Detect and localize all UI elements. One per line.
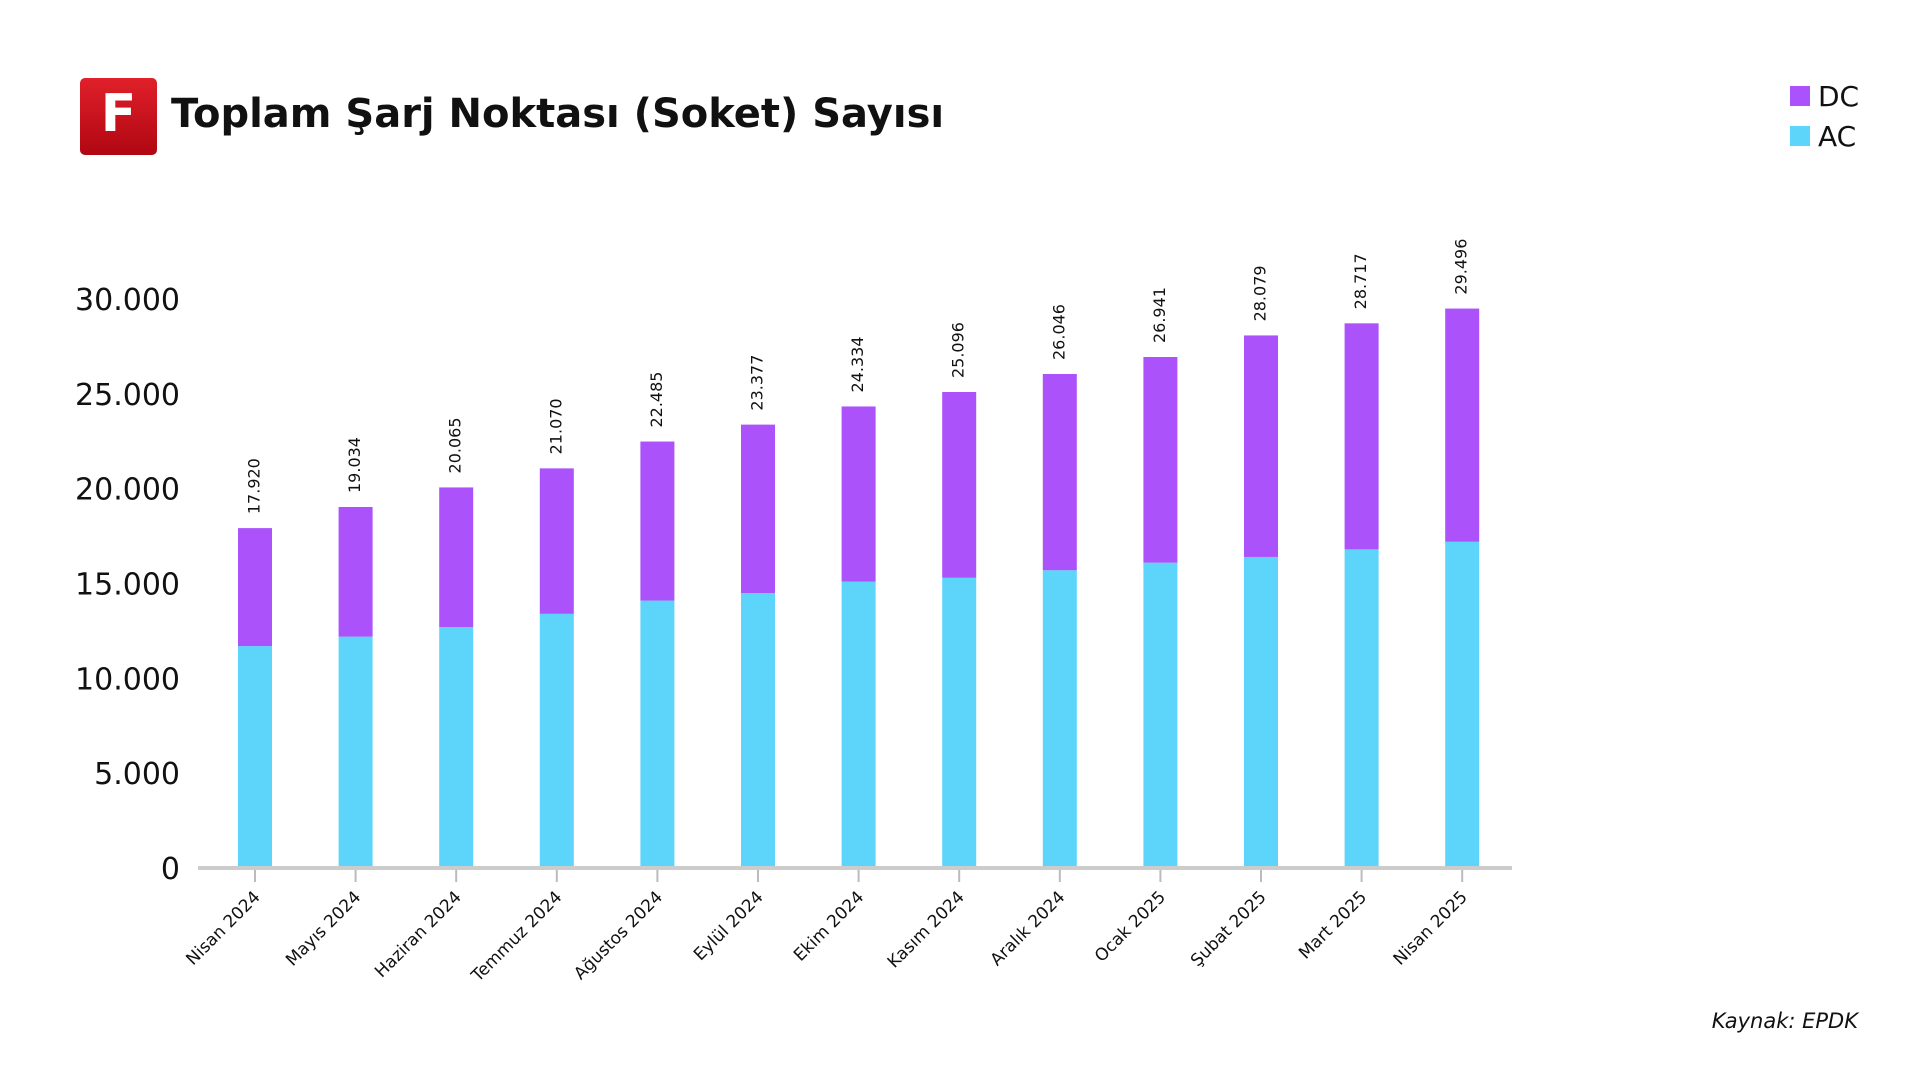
bar-segment <box>741 424 775 593</box>
total-label: 28.079 <box>1251 265 1270 321</box>
x-tick-label: Ekim 2024 <box>790 887 868 965</box>
bar-segment <box>1042 373 1077 571</box>
y-tick-label: 0 <box>161 852 180 887</box>
x-tick-label: Nisan 2024 <box>182 887 264 969</box>
bar-segment <box>439 487 474 628</box>
total-label: 23.377 <box>748 355 767 411</box>
bar-segment <box>338 636 373 868</box>
logo-letter: F <box>101 84 137 144</box>
x-tick-label: Ağustos 2024 <box>570 887 667 984</box>
logo-box <box>80 78 157 155</box>
total-label: 26.046 <box>1049 304 1068 360</box>
y-tick-label: 15.000 <box>75 568 180 603</box>
bar-segment <box>841 581 876 868</box>
total-label: 28.717 <box>1351 253 1370 309</box>
total-label: 26.941 <box>1150 287 1169 343</box>
bar-segment <box>1042 570 1077 868</box>
y-tick-label: 30.000 <box>75 283 180 318</box>
y-tick-label: 10.000 <box>75 662 180 697</box>
bar-segment <box>841 406 876 582</box>
bar-segment <box>238 646 272 868</box>
legend-label: DC <box>1818 80 1859 113</box>
bar-segment <box>942 577 977 868</box>
x-tick-label: Aralık 2024 <box>987 887 1070 970</box>
x-tick-label: Nisan 2025 <box>1390 887 1472 969</box>
x-tick-label: Kasım 2024 <box>884 887 969 972</box>
total-label: 24.334 <box>848 336 867 392</box>
total-label: 21.070 <box>546 398 565 454</box>
x-tick-label: Haziran 2024 <box>371 887 466 982</box>
x-tick-label: Mart 2025 <box>1295 887 1371 963</box>
x-tick-label: Mayıs 2024 <box>282 887 365 970</box>
bar-segment <box>1244 556 1278 868</box>
total-label: 29.496 <box>1452 239 1471 295</box>
x-tick-label: Şubat 2025 <box>1187 887 1271 971</box>
y-tick-label: 5.000 <box>94 757 180 792</box>
legend-label: AC <box>1818 120 1856 153</box>
y-tick-label: 20.000 <box>75 473 180 508</box>
bar-segment <box>942 392 977 578</box>
total-label: 20.065 <box>446 417 465 473</box>
source: Kaynak: EPDK <box>1712 1009 1861 1033</box>
bar-segment <box>338 506 373 637</box>
bar-segment <box>1445 308 1480 542</box>
legend-swatch <box>1790 126 1810 146</box>
y-tick-label: 25.000 <box>75 378 180 413</box>
x-tick-label: Eylül 2024 <box>690 887 768 965</box>
x-tick-label: Ocak 2025 <box>1091 887 1170 966</box>
bar-segment <box>640 441 675 601</box>
total-label: 17.920 <box>245 458 264 514</box>
total-label: 25.096 <box>949 322 968 378</box>
bar-segment <box>1143 562 1178 868</box>
legend-swatch <box>1790 86 1810 106</box>
bar-segment <box>1244 335 1278 557</box>
bar-segment <box>439 627 474 868</box>
total-label: 22.485 <box>647 372 666 428</box>
bar-segment <box>741 592 775 868</box>
bar-segment <box>238 528 272 647</box>
bar-segment <box>640 600 675 868</box>
bar-segment <box>1344 549 1379 868</box>
bar-segment <box>1344 323 1379 550</box>
chart-title: Toplam Şarj Noktası (Soket) Sayısı <box>171 91 944 137</box>
bar-segment <box>539 613 574 868</box>
bar-segment <box>1143 357 1178 563</box>
bar-segment <box>539 468 574 614</box>
total-label: 19.034 <box>345 437 364 493</box>
bar-segment <box>1445 541 1480 868</box>
x-tick-label: Temmuz 2024 <box>467 887 566 986</box>
